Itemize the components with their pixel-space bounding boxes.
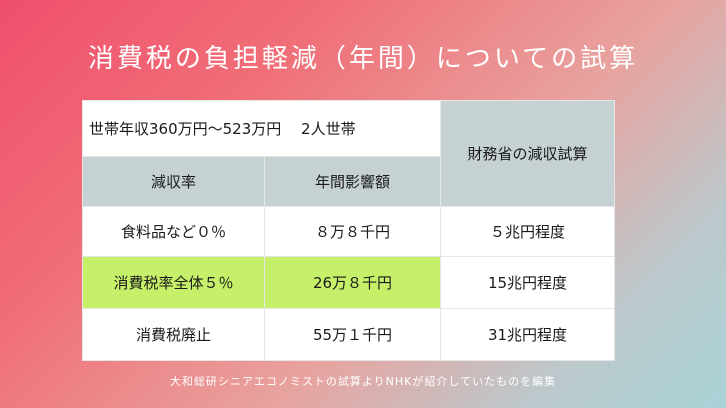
rate-column-header: 減収率: [82, 156, 265, 207]
ministry-cell: 31兆円程度: [440, 308, 616, 361]
source-note: 大和総研シニアエコノミストの試算よりNHKが紹介していたものを編集: [169, 375, 557, 388]
table-row: 消費税率全体５％ 26万８千円 15兆円程度: [82, 256, 616, 309]
household-label: 世帯年収360万円〜523万円 2人世帯: [81, 100, 442, 157]
table-row: 減収率 年間影響額: [82, 156, 615, 207]
table-row: 消費税廃止 55万１千円 31兆円程度: [82, 308, 616, 361]
tax-estimate-table: 世帯年収360万円〜523万円 2人世帯 財務省の減収試算 減収率 年間影響額 …: [81, 100, 616, 361]
table-row: 世帯年収360万円〜523万円 2人世帯 財務省の減収試算: [81, 100, 616, 207]
rate-cell: 消費税廃止: [82, 308, 265, 361]
ministry-cell: ５兆円程度: [440, 206, 616, 257]
rate-cell: 消費税率全体５％: [82, 256, 265, 309]
ministry-cell: 15兆円程度: [440, 256, 616, 309]
rate-cell: 食料品など０％: [82, 206, 265, 257]
impact-cell: 26万８千円: [263, 256, 442, 309]
ministry-estimate-header: 財務省の減収試算: [440, 100, 616, 207]
table-row: 食料品など０％ ８万８千円 ５兆円程度: [82, 206, 616, 257]
impact-cell: ８万８千円: [263, 206, 442, 257]
impact-cell: 55万１千円: [263, 308, 442, 361]
impact-column-header: 年間影響額: [263, 156, 442, 207]
page-title: 消費税の負担軽減（年間）についての試算: [87, 44, 639, 74]
